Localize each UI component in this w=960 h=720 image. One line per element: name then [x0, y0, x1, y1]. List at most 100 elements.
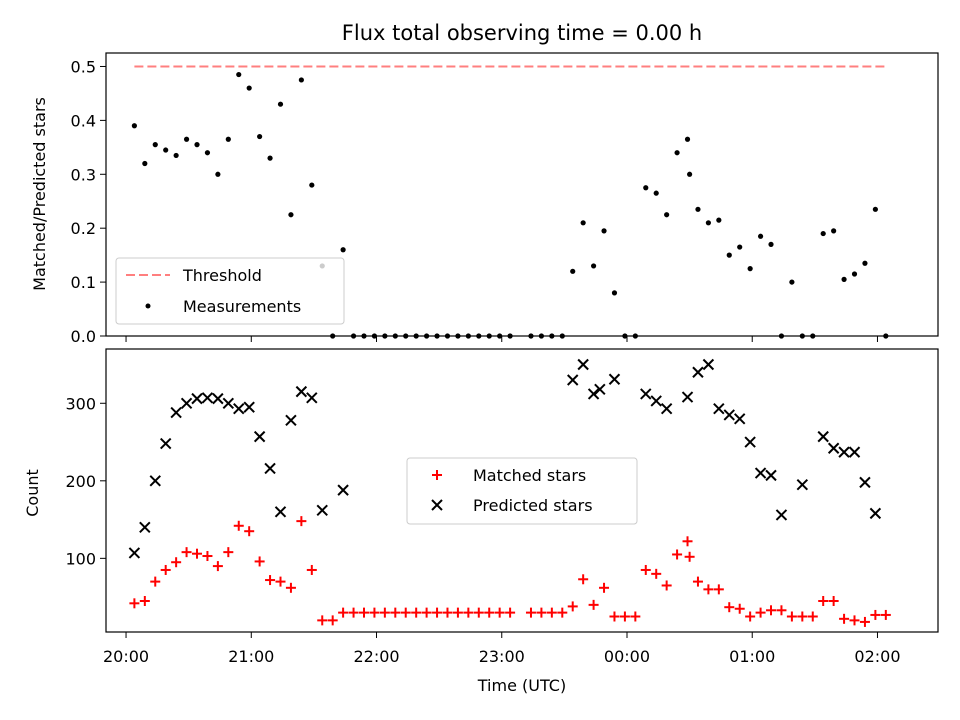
matched-star-point [588, 599, 599, 610]
predicted-star-point [594, 383, 606, 396]
measurement-point [737, 244, 743, 250]
matched-star-point [734, 603, 745, 614]
matched-star-point [536, 607, 547, 618]
predicted-star-point [733, 413, 746, 425]
predicted-star-point [191, 392, 203, 405]
matched-star-point [724, 602, 735, 613]
matched-star-point [129, 598, 140, 609]
predicted-star-stroke-b [233, 402, 245, 415]
matched-star-point [369, 607, 380, 618]
predicted-star-stroke-b [337, 484, 349, 496]
matched-star-point [432, 607, 443, 618]
measurement-point [768, 241, 774, 247]
predicted-star-stroke-b [139, 521, 151, 534]
measurements-series [131, 71, 889, 339]
matched-star-point [599, 582, 610, 593]
matched-star-point [619, 611, 630, 622]
matched-star-point [233, 520, 244, 531]
matched-star-point [452, 607, 463, 618]
predicted-star-stroke-b [775, 509, 788, 521]
matched-star-point [306, 564, 317, 575]
measurement-point [632, 333, 638, 339]
predicted-star-point [859, 476, 871, 489]
matched-star-point [181, 547, 192, 558]
predicted-star-stroke-b [180, 397, 193, 409]
predicted-star-point [640, 388, 652, 400]
predicted-star-point [233, 402, 245, 415]
predicted-star-stroke-b [733, 413, 746, 425]
predicted-star-stroke-b [253, 430, 266, 443]
matched-star-point [661, 580, 672, 591]
predicted-star-stroke-b [702, 358, 715, 371]
x-tick-label: 02:00 [854, 647, 900, 666]
measurement-point [267, 155, 273, 161]
matched-star-point [859, 616, 870, 627]
measurement-point [549, 333, 555, 339]
predicted-star-point [212, 392, 224, 405]
predicted-star-point [159, 437, 172, 450]
predicted-star-stroke-b [660, 402, 673, 415]
measurement-point [225, 136, 231, 142]
matched-star-point [682, 536, 693, 547]
measurement-point [194, 142, 200, 148]
predicted-star-point [681, 391, 694, 403]
predicted-star-stroke-b [567, 374, 579, 386]
predicted-star-stroke-b [594, 383, 606, 396]
measurement-point [434, 333, 440, 339]
predicted-star-stroke-b [316, 504, 328, 516]
measurement-point [580, 220, 586, 226]
x-tick-label: 21:00 [228, 647, 274, 666]
predicted-star-point [285, 414, 297, 427]
predicted-star-point [692, 366, 704, 378]
matched-star-point [870, 609, 881, 620]
matched-star-point [755, 607, 766, 618]
matched-star-point [567, 601, 578, 612]
top-y-tick-label: 0.0 [71, 327, 96, 346]
bottom-legend-box [406, 457, 638, 525]
predicted-star-stroke-b [713, 402, 725, 415]
predicted-star-point [869, 507, 882, 520]
x-tick-label: 20:00 [103, 647, 149, 666]
top-y-axis-label: Matched/Predicted stars [30, 97, 49, 291]
predicted-star-stroke-b [264, 462, 276, 475]
measurement-point [486, 333, 492, 339]
measurement-point [872, 206, 878, 212]
matched-star-point [807, 611, 818, 622]
matched-star-point [880, 609, 891, 620]
measurement-point [643, 185, 649, 191]
matched-star-point [640, 564, 651, 575]
measurement-point [424, 333, 430, 339]
x-tick-label: 22:00 [353, 647, 399, 666]
measurement-point [173, 152, 179, 159]
measurement-point [246, 85, 252, 91]
predicted-star-point [337, 484, 349, 496]
predicted-star-stroke-b [212, 392, 224, 405]
measurement-point [883, 333, 889, 339]
matched-stars-series [129, 516, 891, 627]
matched-star-point [254, 556, 265, 567]
predicted-star-point [264, 462, 276, 475]
measurement-point [687, 171, 693, 177]
bottom-legend: Matched stars Predicted stars [406, 457, 638, 525]
predicted-star-point [316, 504, 328, 516]
measurement-point [507, 333, 513, 339]
predicted-stars-series [128, 358, 882, 559]
matched-star-point [766, 605, 777, 616]
matched-star-point [703, 584, 714, 595]
measurement-point [152, 142, 158, 148]
measurement-point [465, 333, 471, 339]
measurement-point [403, 333, 409, 339]
measurement-point [622, 333, 628, 339]
matched-star-point [849, 615, 860, 626]
predicted-star-stroke-b [222, 397, 235, 409]
predicted-star-stroke-b [723, 409, 735, 421]
measurement-point [684, 136, 691, 142]
top-axes-frame [105, 52, 939, 337]
measurement-point [361, 333, 367, 339]
predicted-star-point [775, 509, 788, 521]
measurement-point [340, 247, 346, 253]
matched-star-point [327, 615, 338, 626]
matched-star-point [400, 607, 411, 618]
measurement-point [747, 266, 753, 272]
